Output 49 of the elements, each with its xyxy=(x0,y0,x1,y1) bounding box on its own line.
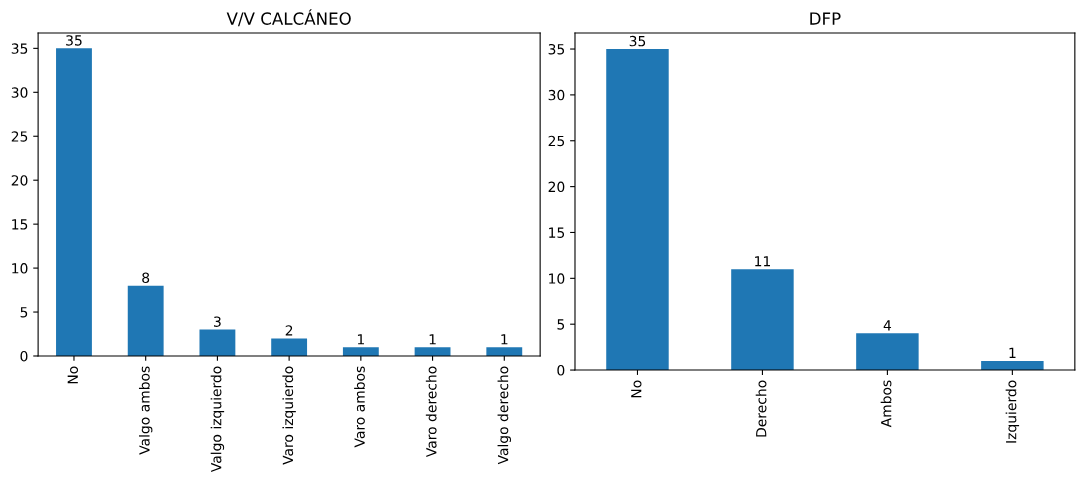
y-tick-label: 20 xyxy=(548,181,565,193)
y-tick-label: 10 xyxy=(549,273,565,284)
bar xyxy=(271,338,308,356)
y-tick-label: 0 xyxy=(557,365,565,376)
bar xyxy=(199,329,236,356)
x-tick-label: Izquierdo xyxy=(1005,380,1020,443)
y-tick-label: 0 xyxy=(20,350,28,362)
y-tick-label: 35 xyxy=(11,43,28,54)
y-tick-label: 10 xyxy=(12,263,28,274)
data-label: 11 xyxy=(755,256,770,267)
y-tick-label: 25 xyxy=(548,135,565,147)
data-label: 4 xyxy=(883,320,892,331)
bar xyxy=(731,269,794,371)
x-tick-label: Valgo derecho xyxy=(497,366,512,465)
x-tick-label: Valgo izquierdo xyxy=(210,366,225,473)
x-tick-label: Varo izquierdo xyxy=(282,366,296,465)
x-tick-label: Derecho xyxy=(755,380,767,437)
bar xyxy=(342,347,379,356)
data-label: 3 xyxy=(214,316,221,327)
y-tick-label: 15 xyxy=(12,219,28,230)
data-label: 8 xyxy=(142,272,150,283)
x-tick-label: Varo derecho xyxy=(425,366,437,458)
bar xyxy=(56,48,92,356)
x-tick-label: No xyxy=(631,380,642,398)
chart-title: V/V CALCÁNEO xyxy=(226,9,351,27)
x-tick-label: Valgo ambos xyxy=(138,366,153,455)
y-tick-label: 5 xyxy=(20,307,28,318)
y-tick-label: 20 xyxy=(11,175,28,186)
x-tick-label: No xyxy=(67,366,78,384)
data-label: 1 xyxy=(501,334,508,345)
bar xyxy=(127,285,164,356)
bar xyxy=(606,49,669,371)
y-tick-label: 30 xyxy=(548,89,565,101)
data-label: 1 xyxy=(357,334,364,345)
chart-title: DFP xyxy=(810,12,841,25)
y-tick-label: 25 xyxy=(11,131,28,142)
bar xyxy=(486,347,523,356)
y-tick-label: 30 xyxy=(11,87,28,98)
y-tick-label: 35 xyxy=(548,44,565,55)
data-label: 2 xyxy=(285,325,293,336)
bar xyxy=(856,333,919,371)
data-label: 35 xyxy=(66,35,82,46)
x-tick-label: Ambos xyxy=(880,380,892,428)
data-label: 35 xyxy=(629,35,646,47)
data-label: 1 xyxy=(1009,347,1016,358)
y-tick-label: 5 xyxy=(557,319,565,330)
data-label: 1 xyxy=(429,334,436,345)
x-tick-label: Varo ambos xyxy=(354,366,365,448)
y-tick-label: 15 xyxy=(549,227,565,238)
